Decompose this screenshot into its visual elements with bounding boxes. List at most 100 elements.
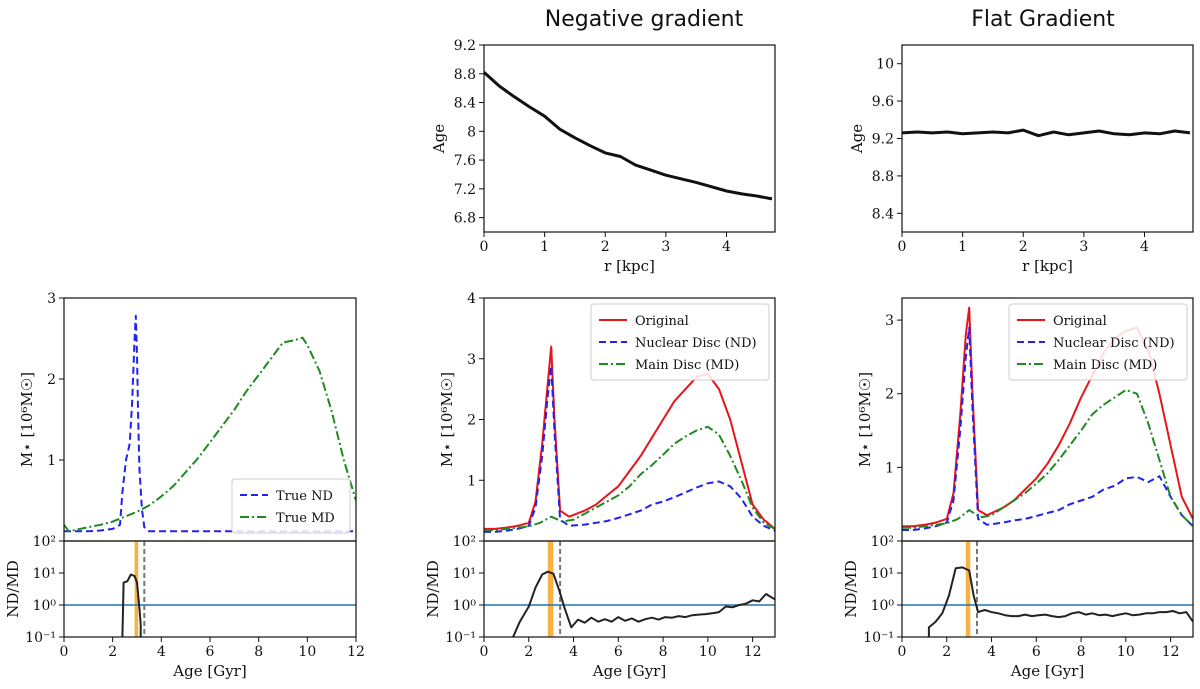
y-tick-label: 3	[467, 352, 476, 368]
series-line-profile	[484, 71, 773, 201]
x-tick-label: 3	[1079, 239, 1088, 255]
x-tick-label: 0	[898, 239, 907, 255]
series-line-md	[484, 425, 775, 532]
y-tick-label: 10¹	[33, 566, 56, 582]
y-tick-label: 7.2	[454, 182, 476, 198]
plot-frame	[901, 44, 1194, 233]
y-tick-label: 8.8	[872, 169, 894, 185]
y-tick-label: 2	[885, 387, 894, 403]
y-tick-label: 6.8	[454, 211, 476, 227]
y-tick-label: 9.6	[872, 94, 894, 110]
chart-neg-age-profile: 6.8 7.2 7.6 8 8.4 8.8 9.2 0 1 2 3 4 r [kpc] Age	[430, 38, 776, 275]
y-tick-label: 8	[467, 124, 476, 140]
plot-frame	[901, 540, 1194, 638]
y-tick-label: 10⁰	[33, 598, 57, 614]
x-tick-label: 8	[1077, 644, 1086, 660]
x-axis-label: r [kpc]	[1022, 257, 1073, 275]
legend-label-original: Original	[1053, 314, 1107, 329]
y-axis-label: ND/MD	[842, 560, 860, 618]
x-tick-label: 10	[699, 644, 717, 660]
chart-true-ratio: 10⁻¹ 10⁰ 10¹ 10² 0 2 4 6 8 10 12 Age [Gyr] ND/MD	[4, 534, 365, 680]
plot-frame	[483, 540, 776, 638]
formation-age-band	[547, 541, 554, 637]
x-tick-label: 0	[60, 644, 69, 660]
chart-flat-mass: 1 2 3 M⋆ [10⁶M☉] Original Nuclear Disc (ND) Ma…	[856, 297, 1194, 542]
x-tick-label: 4	[987, 644, 996, 660]
y-tick-label: 10¹	[453, 566, 476, 582]
y-tick-label: 8.4	[872, 206, 894, 222]
legend: Original Nuclear Disc (ND) Main Disc (MD)	[1008, 303, 1188, 381]
x-tick-label: 1	[540, 239, 549, 255]
legend: Original Nuclear Disc (ND) Main Disc (MD)	[590, 303, 770, 381]
y-tick-label: 10⁻¹	[25, 630, 56, 646]
x-tick-label: 1	[958, 239, 967, 255]
x-tick-label: 2	[524, 644, 533, 660]
legend-box	[590, 303, 770, 381]
y-tick-label: 2	[47, 372, 56, 388]
y-tick-label: 10⁰	[453, 598, 477, 614]
x-tick-label: 6	[1032, 644, 1041, 660]
x-axis-label: Age [Gyr]	[1010, 662, 1084, 680]
x-tick-label: 12	[347, 644, 365, 660]
chart-true-mass: 1 2 3 M⋆ [10⁶M☉] True ND True MD	[18, 291, 357, 542]
x-tick-label: 3	[661, 239, 670, 255]
x-tick-label: 4	[569, 644, 578, 660]
series-line-nd	[902, 326, 1193, 531]
y-tick-label: 10	[876, 57, 894, 73]
x-tick-label: 4	[157, 644, 166, 660]
x-tick-label: 10	[298, 644, 316, 660]
y-tick-label: 10⁻¹	[445, 630, 476, 646]
y-tick-label: 10¹	[871, 566, 894, 582]
legend-label-original: Original	[635, 314, 689, 329]
y-tick-label: 2	[467, 413, 476, 429]
x-tick-label: 2	[942, 644, 951, 660]
x-tick-label: 0	[898, 644, 907, 660]
x-tick-label: 6	[614, 644, 623, 660]
plot-frame	[63, 540, 357, 638]
series-line-nd	[64, 314, 356, 533]
series-line-md	[64, 336, 356, 533]
y-axis-label: ND/MD	[424, 560, 442, 618]
x-tick-label: 8	[254, 644, 263, 660]
x-tick-label: 2	[601, 239, 610, 255]
x-tick-label: 6	[206, 644, 215, 660]
legend-label-md: Main Disc (MD)	[635, 358, 739, 373]
y-axis-label: M⋆ [10⁶M☉]	[856, 372, 874, 467]
y-axis-label: ND/MD	[4, 560, 22, 618]
formation-age-band	[134, 541, 139, 637]
y-tick-label: 1	[467, 473, 476, 489]
series-line-nd	[484, 365, 775, 533]
legend-label-nd: Nuclear Disc (ND)	[635, 336, 757, 351]
series-line-ratio	[512, 570, 775, 637]
legend-box	[1008, 303, 1188, 381]
y-tick-label: 9.2	[454, 38, 476, 54]
y-tick-label: 4	[467, 291, 476, 307]
x-tick-label: 2	[1019, 239, 1028, 255]
y-tick-label: 8.8	[454, 67, 476, 83]
x-axis-label: r [kpc]	[604, 257, 655, 275]
chart-flat-ratio: 10⁻¹ 10⁰ 10¹ 10² 0 2 4 6 8 10 12 Age [Gyr] ND/MD	[842, 534, 1194, 680]
series-line-ratio	[121, 573, 142, 637]
legend: True ND True MD	[231, 478, 351, 534]
x-tick-label: 0	[480, 644, 489, 660]
formation-age-band	[965, 541, 971, 637]
x-axis-label: Age [Gyr]	[592, 662, 666, 680]
y-tick-label: 10²	[871, 534, 894, 550]
x-tick-label: 2	[108, 644, 117, 660]
y-tick-label: 9.2	[872, 132, 894, 148]
y-tick-label: 8.4	[454, 96, 476, 112]
x-tick-label: 0	[480, 239, 489, 255]
x-tick-label: 12	[744, 644, 762, 660]
legend-label-nd: True ND	[276, 489, 333, 504]
panels: 6.87.27.688.48.89.20 1 2 3 4r [kpc]Age8.48.8…	[4, 38, 1194, 680]
y-tick-label: 3	[885, 313, 894, 329]
chart-neg-mass: 1 2 3 4 M⋆ [10⁶M☉] Original Nuclear Disc (ND) M…	[438, 291, 776, 542]
x-tick-label: 4	[722, 239, 731, 255]
y-tick-label: 10²	[453, 534, 476, 550]
x-tick-label: 8	[659, 644, 668, 660]
y-axis-label: M⋆ [10⁶M☉]	[438, 372, 456, 467]
series-line-original	[484, 345, 775, 530]
y-axis-label: Age	[848, 124, 866, 154]
y-tick-label: 3	[47, 291, 56, 307]
